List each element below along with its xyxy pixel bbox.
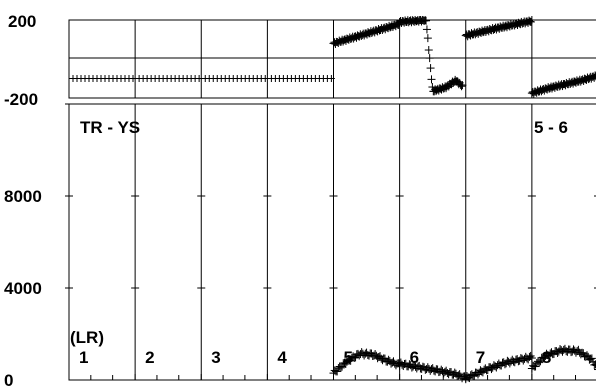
bottom-ytick-label: 8000: [4, 187, 42, 206]
bottom-series-panel-6: [395, 358, 470, 384]
panel-number-label: 7: [476, 348, 485, 367]
panel-number-label: 2: [145, 348, 154, 367]
top-plot: 200 -200: [4, 12, 596, 109]
top-series-panel-2: [135, 75, 203, 82]
bottom-series-panel-7: [461, 351, 536, 383]
panel-number-label: 1: [79, 348, 88, 367]
top-frame: [68, 19, 596, 99]
panel-number-label: 4: [277, 348, 287, 367]
top-series-panel-1: [69, 75, 137, 82]
top-series-panel-4: [267, 75, 335, 82]
top-series-panel-6: [395, 16, 467, 96]
left-title-label: TR - YS: [80, 118, 140, 137]
right-title-label: 5 - 6: [534, 118, 568, 137]
top-series-panel-7: [461, 16, 536, 41]
top-series-panel-5: [329, 18, 404, 48]
top-series-panel-8: [527, 71, 596, 98]
panel-number-label: 6: [410, 348, 419, 367]
bottom-frame: [68, 103, 596, 381]
bottom-series-panel-8: [527, 344, 596, 373]
unit-label: (LR): [70, 328, 104, 347]
top-series-panel-3: [201, 75, 269, 82]
bottom-ytick-label: 4000: [4, 279, 42, 298]
panel-number-label: 3: [211, 348, 220, 367]
bottom-ytick-label: 0: [4, 371, 13, 388]
top-ytick-label: -200: [4, 90, 38, 109]
bottom-series-panel-5: [329, 348, 404, 378]
top-ytick-label: 200: [8, 12, 36, 31]
